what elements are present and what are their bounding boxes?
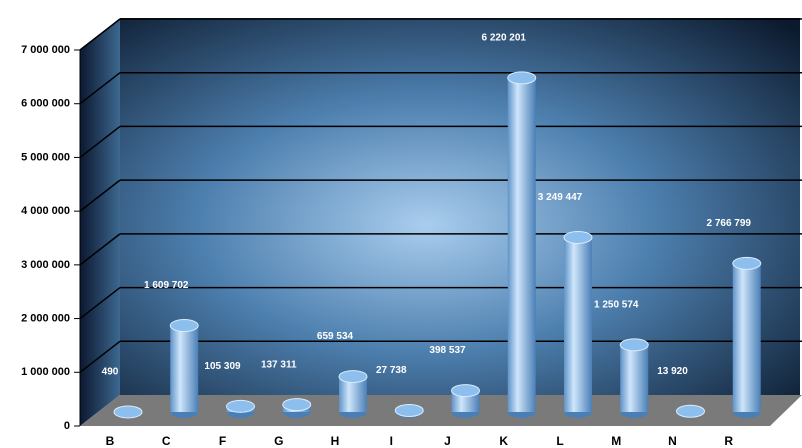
x-tick-label: L xyxy=(556,434,563,448)
value-label: 27 738 xyxy=(376,365,407,376)
bar xyxy=(564,237,592,412)
x-tick-label: J xyxy=(444,434,451,448)
y-tick-label: 6 000 000 xyxy=(21,98,70,110)
x-tick-label: R xyxy=(724,434,733,448)
x-tick-label: G xyxy=(274,434,283,448)
value-label: 398 537 xyxy=(429,345,466,356)
value-label: 137 311 xyxy=(261,359,297,370)
bar xyxy=(507,77,536,412)
cylinder-top xyxy=(282,398,312,412)
grid-line xyxy=(79,179,121,212)
cylinder-top xyxy=(676,404,705,418)
value-label: 1 250 574 xyxy=(594,299,639,310)
cylinder-top xyxy=(451,384,480,398)
cylinder-top xyxy=(394,404,424,418)
x-tick-label: K xyxy=(499,434,508,448)
y-tick-label: 3 000 000 xyxy=(21,259,70,271)
cylinder-top xyxy=(169,319,199,333)
y-tick-label: 1 000 000 xyxy=(21,366,70,378)
x-tick-label: C xyxy=(162,434,171,448)
grid-line xyxy=(79,18,121,51)
y-tick-label: 7 000 000 xyxy=(21,44,70,56)
cylinder-top xyxy=(338,370,368,384)
value-label: 3 249 447 xyxy=(538,192,583,203)
value-label: 2 766 799 xyxy=(707,218,752,229)
grid-line xyxy=(79,125,121,159)
side-wall xyxy=(80,18,120,426)
grid-line xyxy=(79,233,121,266)
x-tick-label: H xyxy=(331,434,340,448)
value-label: 659 534 xyxy=(317,331,354,342)
x-tick-label: I xyxy=(390,434,393,448)
y-tick-label: 4 000 000 xyxy=(21,205,70,217)
value-label: 105 309 xyxy=(204,361,241,372)
value-label: 13 920 xyxy=(657,366,688,377)
grid-line xyxy=(79,72,121,105)
value-label: 1 609 702 xyxy=(144,280,189,291)
grid-line xyxy=(79,340,121,373)
x-tick-label: F xyxy=(219,434,226,448)
back-wall xyxy=(120,18,800,395)
value-label: 490 xyxy=(102,367,119,378)
cylinder-top xyxy=(619,338,649,352)
cylinder-top xyxy=(113,405,143,419)
bar xyxy=(732,263,761,412)
value-label: 6 220 201 xyxy=(482,33,527,44)
y-tick-label: 2 000 000 xyxy=(21,312,70,324)
bar xyxy=(170,325,199,412)
x-tick-label: N xyxy=(668,434,677,448)
x-tick-label: B xyxy=(106,434,115,448)
y-tick-label: 5 000 000 xyxy=(21,151,70,163)
cylinder-top xyxy=(226,399,255,413)
cylinder-top xyxy=(507,71,537,85)
grid-line xyxy=(79,286,121,320)
bar xyxy=(620,344,649,412)
cylinder-top xyxy=(732,256,762,270)
x-tick-label: M xyxy=(611,434,621,448)
y-tick-label: 0 xyxy=(64,420,70,432)
cylinder-top xyxy=(563,230,593,244)
